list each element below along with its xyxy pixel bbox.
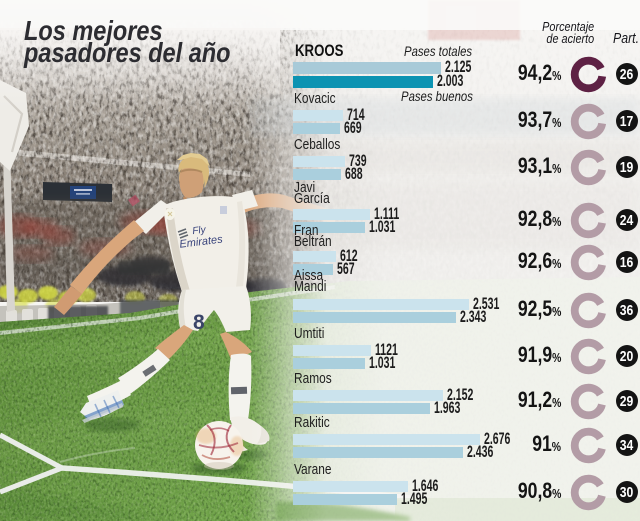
svg-text:17: 17: [620, 113, 634, 129]
svg-text:Emirates: Emirates: [179, 233, 224, 250]
svg-text:29: 29: [620, 393, 634, 409]
svg-text:8: 8: [193, 311, 205, 334]
svg-text:26: 26: [620, 66, 634, 82]
svg-text:Fly: Fly: [192, 224, 208, 237]
svg-text:24: 24: [620, 212, 634, 228]
svg-text:30: 30: [620, 484, 634, 500]
svg-text:20: 20: [620, 348, 634, 364]
svg-text:34: 34: [620, 437, 634, 453]
svg-text:19: 19: [620, 159, 634, 175]
svg-text:36: 36: [620, 302, 634, 318]
svg-text:16: 16: [620, 254, 634, 270]
